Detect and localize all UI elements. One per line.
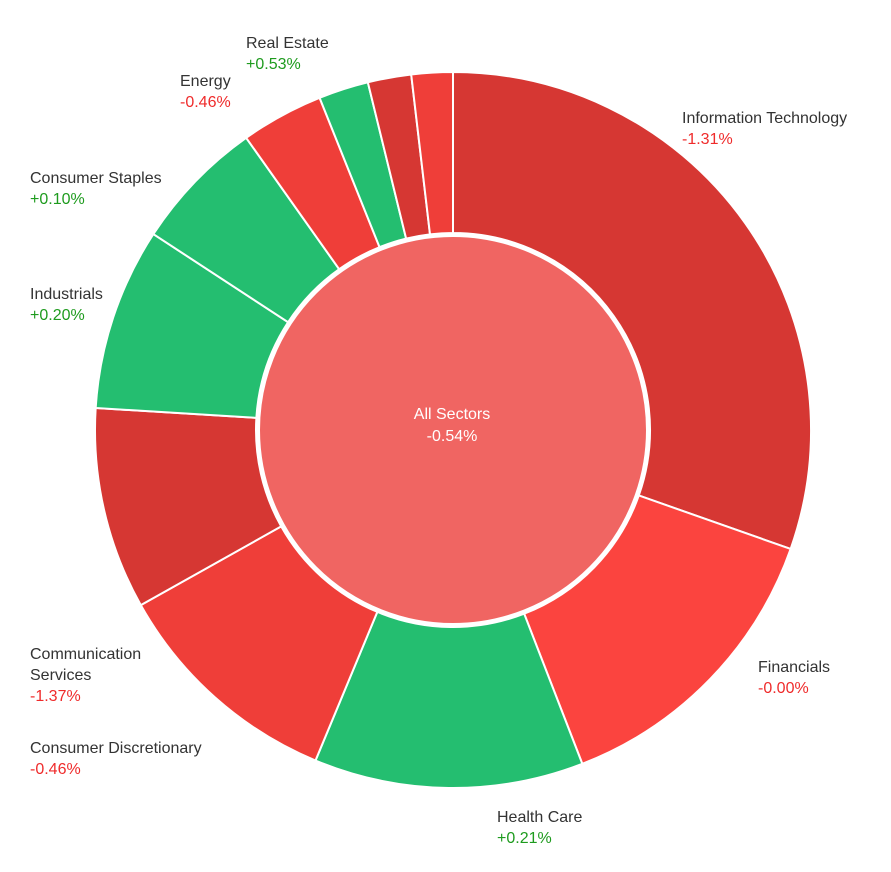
slice-name: Communication Services (30, 646, 142, 684)
label-communication-services[interactable]: Communication Services -1.37% (30, 644, 190, 707)
label-real-estate[interactable]: Real Estate +0.53% (246, 33, 329, 75)
slice-name: Consumer Staples (30, 170, 162, 187)
slice-unlabeled-10[interactable] (410, 70, 454, 236)
slice-name: Health Care (497, 809, 583, 826)
slice-name: Energy (180, 73, 231, 90)
slice-name: Information Technology (682, 110, 848, 127)
slice-name: Real Estate (246, 35, 329, 52)
label-information-technology[interactable]: Information Technology -1.31% (682, 108, 847, 150)
label-health-care[interactable]: Health Care +0.21% (497, 807, 582, 849)
center-label: All Sectors -0.54% (352, 404, 552, 448)
slice-financials[interactable] (522, 494, 792, 766)
label-energy[interactable]: Energy -0.46% (180, 71, 231, 113)
slice-change: -0.46% (30, 761, 81, 778)
slice-change: -0.00% (758, 680, 809, 697)
label-consumer-discretionary[interactable]: Consumer Discretionary -0.46% (30, 738, 202, 780)
slice-change: +0.20% (30, 307, 85, 324)
label-financials[interactable]: Financials -0.00% (758, 657, 830, 699)
slice-information-technology[interactable] (452, 70, 812, 551)
slice-change: +0.21% (497, 830, 552, 847)
slice-change: -0.46% (180, 94, 231, 111)
center-circle[interactable] (258, 235, 648, 625)
label-consumer-staples[interactable]: Consumer Staples +0.10% (30, 168, 162, 210)
slice-change: -1.31% (682, 131, 733, 148)
center-name: All Sectors (413, 406, 491, 423)
slice-name: Financials (758, 659, 831, 676)
slice-health-care[interactable] (314, 610, 584, 789)
slice-change: +0.10% (30, 191, 85, 208)
label-industrials[interactable]: Industrials +0.20% (30, 284, 103, 326)
slice-change: -1.37% (30, 688, 81, 705)
slice-name: Industrials (30, 286, 103, 303)
center-change: -0.54% (426, 428, 478, 445)
slice-change: +0.53% (246, 56, 301, 73)
slice-name: Consumer Discretionary (30, 740, 202, 757)
